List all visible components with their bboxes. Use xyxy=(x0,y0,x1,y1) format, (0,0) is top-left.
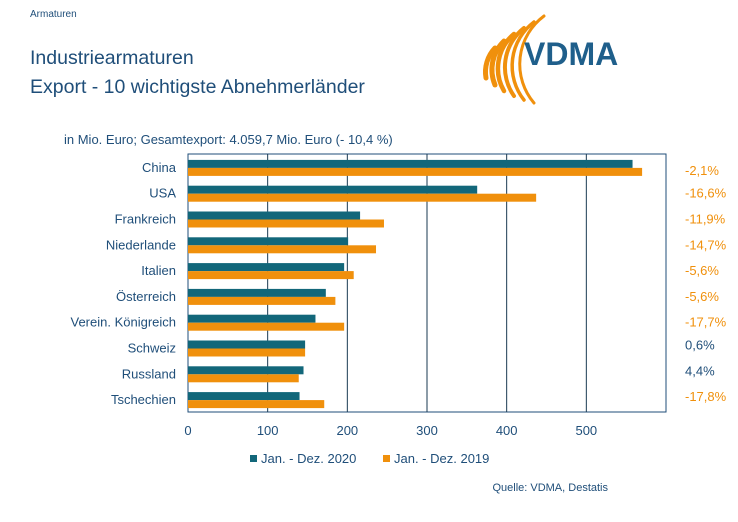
bar-2019 xyxy=(188,219,384,228)
chart-title: Industriearmaturen xyxy=(30,47,194,69)
category-label: Italien xyxy=(141,263,176,278)
bar-2019 xyxy=(188,296,336,305)
legend-swatch-2020 xyxy=(250,455,257,462)
change-label: 4,4% xyxy=(685,363,715,378)
chart-unit-note: in Mio. Euro; Gesamtexport: 4.059,7 Mio.… xyxy=(64,132,393,147)
bar-2020 xyxy=(188,366,304,375)
x-tick-label: 0 xyxy=(184,423,191,438)
category-label: China xyxy=(142,160,177,175)
bar-2019 xyxy=(188,193,537,202)
change-label: -14,7% xyxy=(685,237,727,252)
bar-2019 xyxy=(188,245,377,254)
bar-2019 xyxy=(188,322,345,331)
change-label: 0,6% xyxy=(685,338,715,353)
bar-2019 xyxy=(188,400,325,409)
category-label: Verein. Königreich xyxy=(70,315,176,330)
change-label: -5,6% xyxy=(685,289,719,304)
vdma-logo-text: VDMA xyxy=(524,36,619,72)
bar-2020 xyxy=(188,340,306,349)
x-tick-label: 300 xyxy=(416,423,438,438)
change-label: -16,6% xyxy=(685,186,727,201)
bar-2020 xyxy=(188,288,326,297)
category-label: Frankreich xyxy=(115,212,176,227)
x-tick-label: 100 xyxy=(257,423,279,438)
bar-2019 xyxy=(188,167,643,176)
change-label: -17,7% xyxy=(685,315,727,330)
change-label: -5,6% xyxy=(685,263,719,278)
bar-2020 xyxy=(188,263,345,272)
legend-label-2020: Jan. - Dez. 2020 xyxy=(261,451,356,466)
source-note: Quelle: VDMA, Destatis xyxy=(492,482,608,494)
change-label: -2,1% xyxy=(685,163,719,178)
category-label: Schweiz xyxy=(128,341,176,356)
category-label: Niederlande xyxy=(106,237,176,252)
x-tick-label: 500 xyxy=(575,423,597,438)
bar-2020 xyxy=(188,211,361,220)
vdma-logo-arcs-icon xyxy=(483,14,546,105)
x-tick-label: 200 xyxy=(336,423,358,438)
legend-swatch-2019 xyxy=(383,455,390,462)
bar-2019 xyxy=(188,271,354,280)
bar-2020 xyxy=(188,159,633,168)
section-label: Armaturen xyxy=(30,9,77,20)
legend-label-2019: Jan. - Dez. 2019 xyxy=(394,451,489,466)
bar-2020 xyxy=(188,392,300,401)
category-label: Russland xyxy=(122,366,176,381)
bar-2019 xyxy=(188,374,299,383)
bar-2020 xyxy=(188,185,478,194)
bar-2019 xyxy=(188,348,306,357)
change-label: -17,8% xyxy=(685,389,727,404)
change-label: -11,9% xyxy=(685,212,726,227)
category-label: Österreich xyxy=(116,289,176,304)
chart-subtitle-title: Export - 10 wichtigste Abnehmerländer xyxy=(30,76,365,98)
category-label: Tschechien xyxy=(111,392,176,407)
bar-2020 xyxy=(188,314,316,323)
bar-2020 xyxy=(188,237,349,246)
category-label: USA xyxy=(149,186,176,201)
x-tick-label: 400 xyxy=(496,423,518,438)
